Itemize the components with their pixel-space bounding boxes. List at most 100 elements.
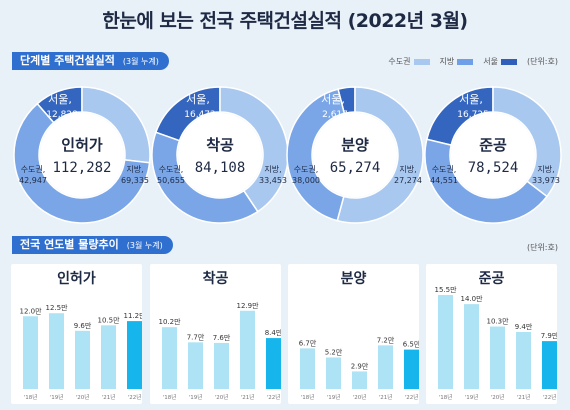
bar-'20년: [75, 330, 90, 389]
bar-category-label: '18년: [163, 393, 177, 401]
bar-value-label: 15.5만: [434, 285, 457, 294]
bar-'18년: [162, 327, 177, 389]
donut-slice-지방: [424, 138, 548, 224]
bar-panel-3: 분양 6.7만 '18년 5.2만 '19년 2.9만 '20년 7.2만 '21년 6.5만 '2…: [288, 264, 419, 404]
legend-item-local: 지방: [440, 56, 474, 67]
donut-center: [451, 113, 535, 197]
donut-total: 78,524: [468, 160, 519, 176]
bar-panel-title: 준공: [478, 271, 505, 287]
legend: 수도권 지방 서울 (단위:호): [388, 56, 558, 67]
bar-category-label: '18년: [24, 393, 38, 401]
bar-category-label: '22년: [405, 393, 419, 401]
slice-label-local-name: 지방,: [126, 164, 143, 174]
section-subtitle: (3월 누계): [122, 57, 159, 66]
slice-label-local-name: 지방,: [399, 164, 416, 174]
bar-'19년: [49, 313, 64, 389]
slice-label-local-value: 33,973: [532, 176, 560, 185]
bar-'18년: [438, 295, 453, 389]
bar-category-label: '21년: [241, 393, 255, 401]
bar-category-label: '19년: [465, 393, 479, 401]
bar-category-label: '20년: [353, 393, 367, 401]
bar-value-label: 8.4만: [265, 328, 281, 337]
page-title: 한눈에 보는 전국 주택건설실적 (2022년 3월): [102, 10, 468, 32]
bar-'18년: [23, 316, 38, 389]
bar-panel-2: 착공 10.2만 '18년 7.7만 '19년 7.6만 '20년 12.9만 '21년 8.4만…: [150, 264, 281, 404]
bar-category-label: '19년: [50, 393, 64, 401]
donut-title: 착공: [206, 136, 234, 154]
bar-value-label: 9.6만: [74, 321, 92, 330]
donut-total: 84,108: [195, 160, 246, 176]
slice-label-metro-name: 수도권,: [432, 164, 457, 174]
bar-'22년: [127, 321, 142, 389]
bar-category-label: '22년: [128, 393, 142, 401]
legend-swatch: [413, 58, 430, 65]
bar-'19년: [188, 342, 203, 389]
bar-'22년: [404, 349, 419, 389]
slice-label-seoul-value: 16,725: [457, 110, 489, 120]
bar-'21년: [516, 332, 531, 389]
bar-category-label: '21년: [379, 393, 393, 401]
unit-label: (단위:호): [526, 57, 558, 66]
bar-'21년: [101, 325, 116, 389]
bar-category-label: '18년: [439, 393, 453, 401]
donut-slice-수도권: [492, 86, 562, 198]
bar-category-label: '20년: [76, 393, 90, 401]
slice-label-local-name: 지방,: [537, 164, 554, 174]
bar-'22년: [266, 338, 281, 389]
bar-value-label: 6.5만: [403, 340, 419, 349]
slice-label-seoul-name: 서울,: [459, 93, 483, 106]
donut-charts: 인허가 112,282 서울, 12,828 수도권, 42,947 지방, 69,335 착공…: [13, 86, 562, 224]
section-label-stage: 단계별 주택건설실적 (3월 누계): [12, 52, 169, 70]
bar-value-label: 2.9만: [351, 361, 369, 370]
bar-chart-svg: 10.2만 '18년 7.7만 '19년 7.6만 '20년 12.9만 '21년 8.4만 '2…: [158, 301, 281, 401]
bar-value-label: 10.5만: [97, 315, 120, 324]
bar-value-label: 7.7만: [187, 332, 205, 341]
bar-value-label: 6.7만: [299, 338, 317, 347]
bar-value-label: 11.2만: [123, 311, 142, 320]
bar-value-label: 10.3만: [486, 317, 509, 326]
slice-label-metro-value: 38,000: [292, 176, 320, 185]
slice-label-metro-value: 44,551: [430, 176, 458, 185]
bar-category-label: '21년: [517, 393, 531, 401]
slice-label-seoul-value: 2,617: [322, 110, 348, 120]
donut-center: [313, 113, 397, 197]
slice-label-seoul-name: 서울,: [321, 93, 345, 106]
slice-label-local-name: 지방,: [264, 164, 281, 174]
bar-value-label: 5.2만: [325, 347, 343, 356]
donut-slice-지방: [286, 88, 346, 222]
slice-label-metro-name: 수도권,: [21, 164, 46, 174]
bar-category-label: '18년: [301, 393, 315, 401]
slice-label-metro-value: 50,655: [157, 176, 185, 185]
bar-'18년: [300, 348, 315, 389]
bar-category-label: '19년: [189, 393, 203, 401]
bar-'22년: [542, 341, 557, 389]
legend-swatch: [500, 58, 517, 65]
bar-category-label: '22년: [543, 393, 557, 401]
bar-'21년: [240, 310, 255, 389]
slice-label-local-value: 33,453: [259, 176, 287, 185]
bar-value-label: 12.5만: [45, 303, 68, 312]
bar-category-label: '20년: [215, 393, 229, 401]
legend-swatch: [457, 58, 474, 65]
slice-label-seoul-name: 서울,: [186, 93, 210, 106]
slice-label-metro-name: 수도권,: [159, 164, 184, 174]
donut-center: [178, 113, 262, 197]
donut-center: [40, 113, 124, 197]
bar-value-label: 7.9만: [541, 331, 557, 340]
slice-label-seoul-name: 서울,: [48, 93, 72, 106]
bar-'20년: [214, 342, 229, 389]
slice-label-local-value: 27,274: [394, 176, 422, 185]
bar-'19년: [464, 304, 479, 389]
slice-label-seoul-value: 12,828: [46, 110, 78, 120]
bar-panel-title: 인허가: [57, 271, 96, 287]
bar-category-label: '19년: [327, 393, 341, 401]
legend-item-seoul: 서울: [483, 56, 517, 67]
bar-panel-title: 착공: [202, 271, 229, 287]
bar-value-label: 9.4만: [515, 322, 533, 331]
slice-label-metro-name: 수도권,: [294, 164, 319, 174]
donut-title: 인허가: [61, 136, 103, 154]
donut-slice-지방: [151, 131, 259, 224]
bar-category-label: '21년: [102, 393, 116, 401]
bar-value-label: 10.2만: [158, 317, 181, 326]
bar-category-label: '22년: [267, 393, 281, 401]
